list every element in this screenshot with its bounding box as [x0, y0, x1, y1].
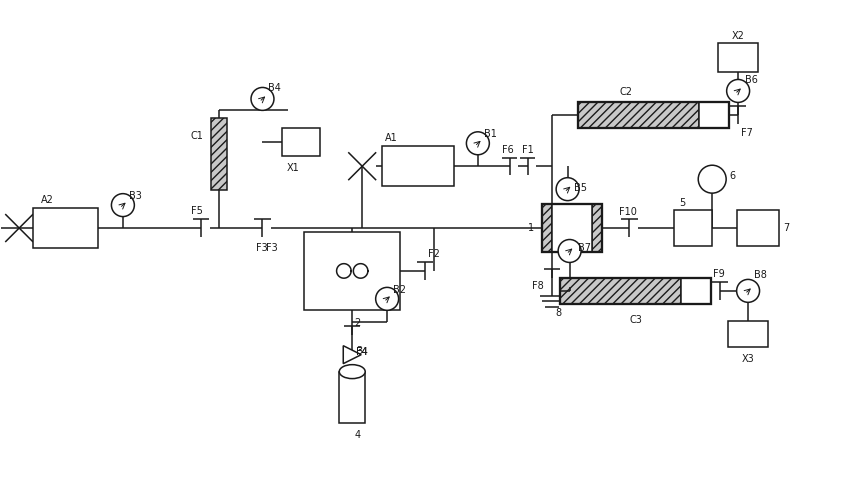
Bar: [578, 103, 729, 128]
Bar: [675, 210, 712, 246]
Text: B2: B2: [393, 285, 406, 295]
Text: 5: 5: [679, 198, 686, 208]
Bar: [699, 103, 729, 128]
Bar: [382, 146, 454, 186]
Bar: [210, 119, 227, 190]
Text: F1: F1: [521, 145, 533, 155]
Text: B6: B6: [745, 75, 758, 86]
Text: F4: F4: [356, 347, 368, 357]
Bar: [210, 119, 227, 190]
Text: 4: 4: [354, 431, 360, 440]
Bar: [559, 278, 681, 304]
Text: X2: X2: [732, 31, 745, 41]
Text: C2: C2: [619, 87, 632, 97]
Circle shape: [251, 87, 274, 110]
Circle shape: [556, 178, 579, 201]
Bar: [542, 204, 552, 252]
Text: F7: F7: [741, 128, 753, 139]
Bar: [578, 103, 699, 128]
Bar: [591, 204, 602, 252]
Text: F3: F3: [255, 243, 268, 253]
Bar: [728, 321, 768, 347]
Bar: [681, 278, 711, 304]
Circle shape: [376, 287, 398, 310]
Bar: [559, 278, 681, 304]
Bar: [559, 278, 711, 304]
Circle shape: [737, 279, 759, 302]
Text: X1: X1: [287, 163, 299, 173]
Text: B4: B4: [268, 84, 281, 93]
Circle shape: [727, 80, 750, 103]
Bar: [718, 43, 758, 72]
Polygon shape: [343, 346, 361, 364]
Bar: [591, 204, 602, 252]
Text: 6: 6: [729, 171, 735, 181]
Ellipse shape: [339, 364, 365, 379]
Text: F2: F2: [428, 249, 440, 259]
Text: 1: 1: [527, 223, 533, 233]
Text: 8: 8: [556, 308, 562, 318]
Text: C3: C3: [630, 315, 643, 325]
Text: C1: C1: [191, 131, 204, 141]
Text: 2: 2: [354, 318, 360, 328]
Text: F10: F10: [619, 207, 637, 217]
Text: F3: F3: [267, 243, 278, 253]
Text: 3: 3: [356, 346, 362, 356]
Text: B7: B7: [578, 243, 591, 253]
Text: F9: F9: [714, 269, 725, 279]
Circle shape: [112, 193, 134, 217]
Bar: [33, 208, 98, 248]
Circle shape: [467, 132, 489, 155]
Text: B1: B1: [484, 129, 497, 139]
Text: A2: A2: [41, 195, 54, 205]
Bar: [542, 204, 602, 252]
Circle shape: [698, 165, 727, 193]
Text: B8: B8: [754, 270, 767, 280]
Text: B5: B5: [573, 183, 586, 193]
Bar: [578, 103, 699, 128]
Text: F6: F6: [501, 145, 514, 155]
Text: 7: 7: [783, 223, 789, 233]
Bar: [339, 372, 365, 423]
Text: F4: F4: [356, 347, 368, 357]
Bar: [282, 128, 320, 156]
Bar: [552, 204, 591, 252]
Text: F5: F5: [191, 206, 203, 216]
Text: B3: B3: [129, 191, 142, 201]
Text: F8: F8: [532, 281, 544, 291]
Bar: [737, 210, 779, 246]
Bar: [304, 232, 400, 310]
Bar: [542, 204, 552, 252]
Circle shape: [559, 240, 581, 262]
Text: A1: A1: [385, 133, 397, 143]
Text: X3: X3: [742, 354, 755, 364]
